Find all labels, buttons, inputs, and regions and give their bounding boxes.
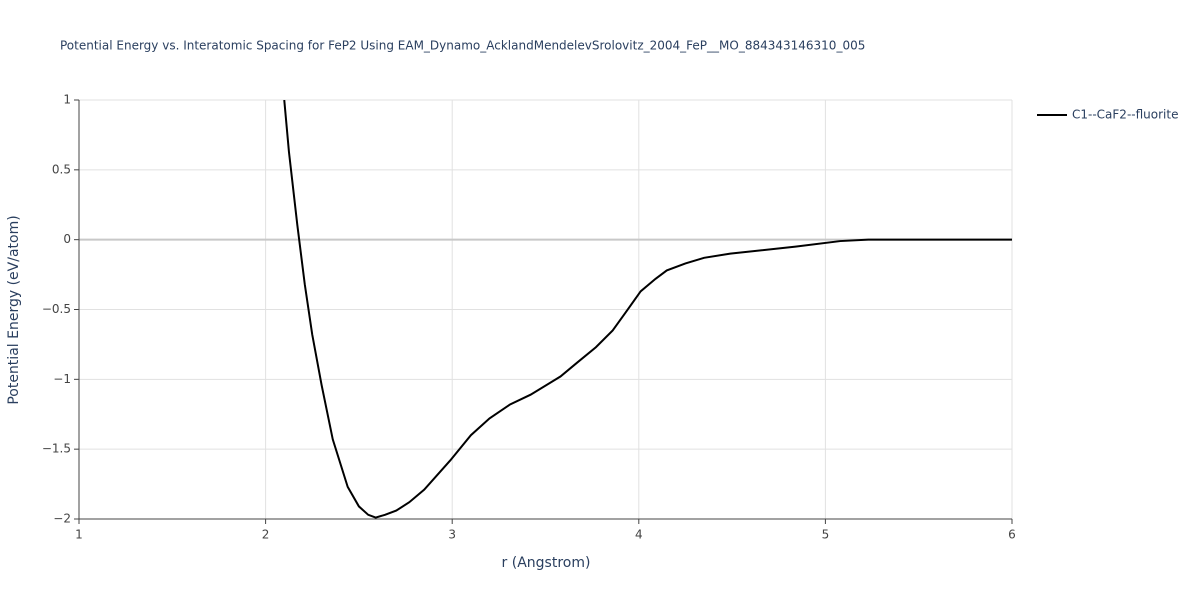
- y-tick-label: −1: [53, 372, 71, 386]
- y-axis-label: Potential Energy (eV/atom): [6, 215, 22, 404]
- data-line: [283, 100, 1012, 519]
- y-tick-label: −1.5: [42, 442, 71, 456]
- x-axis-label: r (Angstrom): [502, 555, 591, 571]
- x-tick-label: 2: [262, 528, 270, 542]
- legend-label: C1--CaF2--fluorite: [1072, 108, 1178, 122]
- chart-title: Potential Energy vs. Interatomic Spacing…: [60, 39, 865, 53]
- y-tick-label: 1: [63, 93, 71, 107]
- x-tick-label: 5: [822, 528, 830, 542]
- x-tick-label: 1: [75, 528, 83, 542]
- x-tick-label: 3: [448, 528, 456, 542]
- plot-area: [283, 100, 1012, 519]
- x-tick-label: 6: [1008, 528, 1016, 542]
- y-tick-label: 0: [63, 232, 71, 246]
- y-tick-label: −0.5: [42, 302, 71, 316]
- y-tick-label: −2: [53, 512, 71, 526]
- x-tick-label: 4: [635, 528, 643, 542]
- y-tick-label: 0.5: [52, 162, 71, 176]
